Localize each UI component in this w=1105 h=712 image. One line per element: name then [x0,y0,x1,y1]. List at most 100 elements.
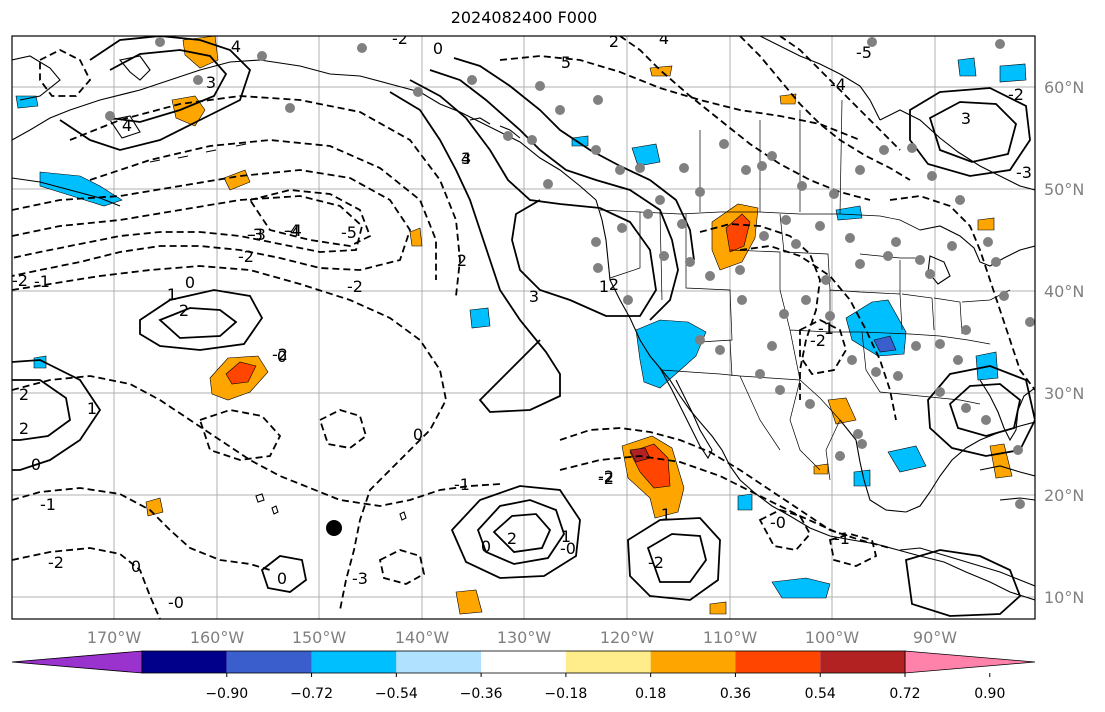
contour-label: -2 [392,29,408,48]
contour-solid-alaska [59,36,252,151]
coastlines [12,36,1035,601]
obs-dot [741,165,751,175]
map-frame [11,35,1036,620]
obs-dot [1025,317,1035,327]
contour-dashed-15 [779,36,901,151]
colorbar-tick-label: −0.18 [544,686,587,702]
obs-dot [999,291,1009,301]
contour-label: 0 [413,425,423,444]
coast-florida [979,379,1035,442]
contour-label: -2 [12,271,28,290]
contour-label: -0 [770,513,786,532]
obs-dot [695,335,705,345]
obs-dot [1015,499,1025,509]
contour-label: -1 [834,529,850,548]
obs-dot [467,75,477,85]
contour-label: 0 [481,537,491,556]
obs-dot [935,387,945,397]
contour-dashed-5 [89,139,437,280]
obs-dot [757,161,767,171]
contour-dashed-14 [739,36,911,181]
colorbar-tick-label: −0.54 [375,686,418,702]
contour-label: 1 [87,399,97,418]
tropical-cyclone-marker [326,520,342,536]
obs-dot [879,145,889,155]
obs-dot [995,39,1005,49]
obs-dot [801,295,811,305]
contour-solid-pacific-high-inner [158,307,238,339]
colorbar-outline [141,650,906,674]
contour-label: -1 [454,475,470,494]
contour-label: -3 [250,225,266,244]
contour-dashed-4 [69,95,461,297]
colorbar-segment [226,651,312,673]
map-title: 2024082400 F000 [450,8,598,27]
obs-dot [591,237,601,247]
lon-label: 110°W [703,628,758,647]
contour-solid-south-high-3 [492,513,552,553]
obs-dot [623,295,633,305]
obs-dot [735,265,745,275]
obs-dot [961,325,971,335]
coast-north-america-west [595,199,1035,601]
obs-dot [927,171,937,181]
contour-label: 0 [277,347,287,366]
shade-orange-north-6 [779,93,797,105]
contour-solid-west-coast-2 [409,79,657,317]
colorbar-tick-label: −0.90 [205,686,248,702]
lon-label: 170°W [87,628,142,647]
obs-dot [705,271,715,281]
contour-dashed-6 [248,189,372,247]
islands-aleutian [149,117,521,163]
shade-blue-small-4 [835,205,863,221]
lon-label: 130°W [497,628,552,647]
obs-dot [847,355,857,365]
contour-solid-hawaii-small [260,555,307,593]
colorbar-tick-labels: −0.90 −0.72 −0.54 −0.36 −0.18 0.18 0.36 0.54 0.7… [205,673,1005,702]
obs-dot [775,385,785,395]
shade-blue-small-11 [853,469,871,487]
contour-solid-far-east [905,549,1022,617]
obs-dot [947,241,957,251]
shade-orange-small-2 [455,589,483,615]
colorbar-segment [820,651,905,673]
contour-label: 1 [167,285,177,304]
obs-dot [925,269,935,279]
contour-label: 2 [457,251,467,270]
contour-dashed-20 [39,48,92,97]
contour-solid-west-high [12,359,102,471]
coast-central-america [899,547,1035,587]
lat-label: 20°N [1044,486,1084,505]
contour-label: -0 [168,593,184,612]
obs-dot [643,209,653,219]
lon-label: 120°W [600,628,655,647]
obs-dot [527,135,537,145]
obs-dot [953,355,963,365]
obs-dot [543,179,553,189]
contour-label: -3 [352,569,368,588]
contour-solid-northeast-high [909,87,1031,177]
shade-blue-small-10 [33,355,47,369]
lat-label: 50°N [1044,180,1084,199]
contour-label: 4 [122,116,132,135]
contour-dashed-2 [12,195,364,259]
colorbar-tick-label: 0.18 [635,686,666,702]
obs-dot [755,369,765,379]
contour-label: -2 [598,467,614,486]
contour-label: 2 [609,275,619,294]
contour-label: 2 [609,32,619,51]
lon-label: 150°W [292,628,347,647]
contour-label: 5 [561,53,571,72]
shade-blue-small-6 [999,63,1027,83]
lat-label: 30°N [1044,384,1084,403]
obs-dot [821,275,831,285]
obs-dot [829,189,839,199]
coast-canada-north [759,36,881,121]
obs-dot [767,341,777,351]
lat-label: 40°N [1044,282,1084,301]
contour-label: -2 [347,277,363,296]
obs-dot [615,165,625,175]
contour-label: -2 [598,469,614,488]
obs-dot [781,215,791,225]
contour-dashed-11 [559,455,841,535]
